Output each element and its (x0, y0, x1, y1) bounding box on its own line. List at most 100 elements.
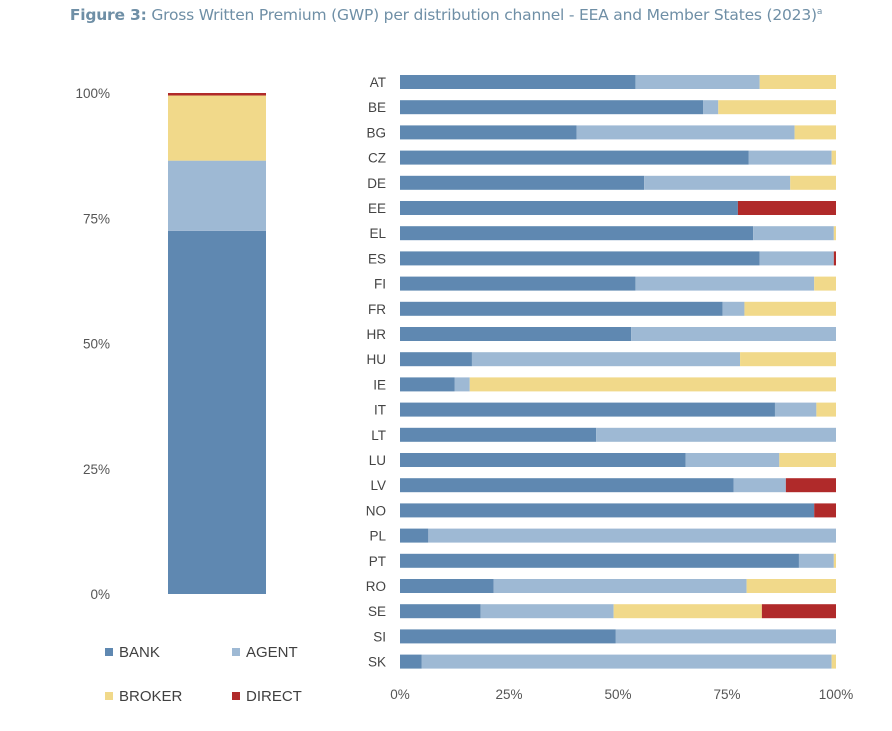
bar-segment-ee-bank (400, 201, 738, 215)
bar-segment-fi-agent (635, 276, 815, 291)
country-label: RO (366, 579, 386, 594)
bar-segment-ie-agent (454, 377, 470, 392)
bar-segment-it-bank (400, 402, 775, 417)
bar-segment-hu-bank (400, 352, 472, 367)
bar-segment-cz-agent (748, 150, 832, 165)
eea-y-tick-label: 100% (75, 86, 110, 101)
eea-bar-segment-agent (168, 160, 266, 231)
legend-label-agent: AGENT (246, 644, 298, 661)
x-tick-label: 0% (390, 687, 410, 702)
bar-segment-pt-bank (400, 553, 799, 568)
bar-segment-hr-agent (631, 327, 836, 341)
bar-segment-fr-broker (744, 301, 836, 316)
figure-title-footnote-mark: a (816, 6, 823, 17)
bar-segment-es-bank (400, 251, 760, 266)
bar-segment-sk-broker (831, 654, 836, 669)
bar-segment-el-agent (753, 226, 834, 241)
bar-segment-lv-agent (733, 478, 786, 493)
bar-segment-no-direct (814, 503, 836, 518)
bar-segment-pt-broker (833, 553, 836, 568)
bar-segment-lt-agent (596, 427, 836, 442)
country-label: HU (367, 352, 387, 367)
country-label: ES (368, 251, 386, 266)
country-label: FI (374, 277, 386, 292)
country-label: HR (367, 327, 387, 342)
eea-bar-segment-direct (168, 93, 266, 96)
bar-segment-se-agent (480, 604, 614, 619)
country-label: DE (367, 176, 386, 191)
bar-segment-ie-broker (469, 377, 836, 392)
country-label: EL (369, 226, 386, 241)
country-label: IE (373, 377, 386, 392)
eea-bar-segment-bank (168, 230, 266, 594)
bar-segment-ro-broker (746, 579, 836, 593)
bar-segment-de-broker (790, 175, 836, 190)
bar-segment-at-broker (759, 75, 836, 89)
bar-segment-ro-bank (400, 579, 494, 593)
bar-segment-be-agent (703, 100, 719, 115)
country-label: SK (368, 655, 386, 670)
country-label: NO (366, 503, 386, 518)
bar-segment-es-agent (759, 251, 834, 266)
country-label: LU (369, 453, 386, 468)
bar-segment-fi-broker (814, 276, 836, 291)
country-label: BG (366, 125, 386, 140)
eea-stacked-bar-chart: 0% 25% 50% 75% 100% (75, 86, 266, 602)
x-tick-label: 50% (604, 687, 631, 702)
legend-swatch-agent (232, 648, 240, 656)
country-label: LT (371, 428, 386, 443)
legend-swatch-bank (105, 648, 113, 656)
legend-label-broker: BROKER (119, 688, 183, 705)
bar-segment-bg-broker (794, 125, 836, 140)
bar-segment-it-agent (774, 402, 817, 417)
legend-swatch-broker (105, 692, 113, 700)
bar-segment-fr-agent (722, 301, 745, 316)
bar-segment-cz-broker (831, 150, 836, 165)
country-label: SE (368, 604, 386, 619)
legend-label-direct: DIRECT (246, 688, 302, 705)
bar-segment-hu-broker (740, 352, 836, 367)
bar-segment-at-agent (635, 75, 760, 89)
bar-segment-se-bank (400, 604, 481, 619)
country-label: EE (368, 201, 386, 216)
country-label: AT (370, 75, 386, 90)
bar-segment-pt-agent (798, 553, 834, 568)
bar-segment-hu-agent (471, 352, 741, 367)
country-label: PL (369, 529, 386, 544)
bar-segment-bg-agent (576, 125, 795, 140)
bar-segment-fr-bank (400, 301, 723, 316)
bar-segment-lu-broker (779, 453, 836, 467)
x-tick-label: 100% (819, 687, 854, 702)
bar-segment-fi-bank (400, 276, 636, 291)
bar-segment-se-direct (761, 604, 836, 619)
x-tick-label: 25% (495, 687, 522, 702)
eea-y-tick-label: 75% (83, 211, 110, 226)
bar-segment-hr-bank (400, 327, 632, 341)
country-stacked-bar-chart: AT BE BG CZ DE EE EL ES FI FR HR HU IE IT LT LU LV NO PL PT… (366, 75, 854, 702)
figure-title-text: Gross Written Premium (GWP) per distribu… (146, 6, 817, 24)
bar-segment-lu-bank (400, 453, 686, 467)
bar-segment-no-bank (400, 503, 815, 518)
legend-swatch-direct (232, 692, 240, 700)
bar-segment-lu-agent (685, 453, 780, 467)
legend: BANK AGENT BROKER DIRECT (105, 644, 302, 705)
figure-title: Figure 3: Gross Written Premium (GWP) pe… (0, 6, 892, 24)
bar-segment-ro-agent (493, 579, 747, 593)
bar-segment-sk-bank (400, 654, 422, 669)
bar-segment-lv-direct (785, 478, 836, 493)
bar-segment-ie-bank (400, 377, 455, 392)
x-tick-label: 75% (713, 687, 740, 702)
bar-segment-lv-bank (400, 478, 734, 493)
bar-segment-lt-bank (400, 427, 597, 442)
country-label: LV (370, 478, 386, 493)
bar-segment-de-agent (644, 175, 791, 190)
bar-segment-be-broker (718, 100, 836, 115)
eea-y-tick-label: 0% (90, 587, 110, 602)
bar-segment-pl-agent (428, 528, 836, 543)
bar-segment-at-bank (400, 75, 636, 89)
bar-segment-el-bank (400, 226, 754, 241)
bar-segment-it-broker (816, 402, 836, 417)
bar-segment-si-agent (615, 629, 836, 644)
bar-segment-sk-agent (421, 654, 832, 669)
bar-segment-ee-direct (737, 201, 836, 215)
